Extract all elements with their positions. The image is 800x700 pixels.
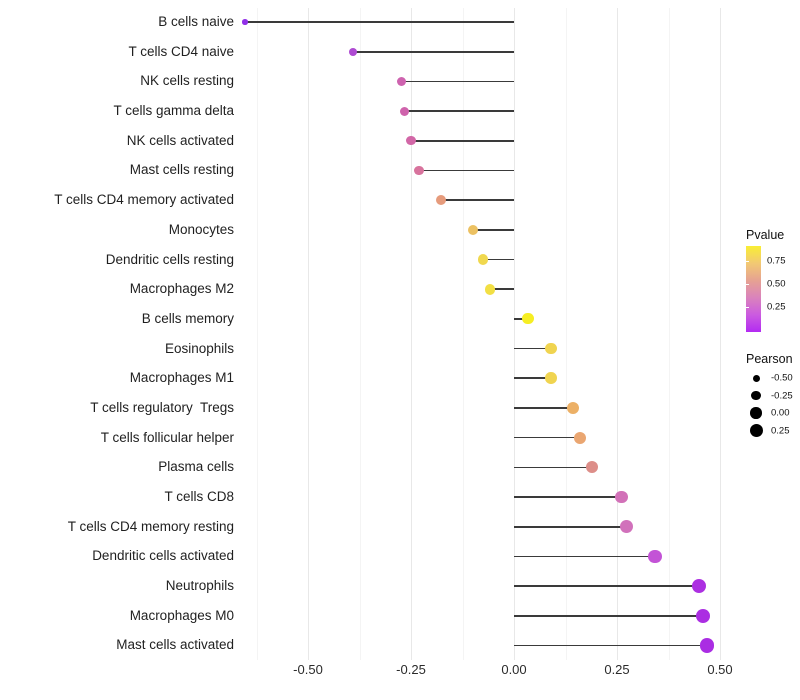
- lollipop-dot: [397, 76, 407, 86]
- category-label: Dendritic cells activated: [92, 548, 234, 564]
- lollipop-segment: [441, 199, 514, 201]
- lollipop-dot: [691, 579, 706, 594]
- category-label: Dendritic cells resting: [105, 251, 234, 267]
- lollipop-segment: [472, 228, 514, 231]
- pearson-legend-label: 0.25: [771, 425, 790, 436]
- lollipop-dot: [619, 520, 633, 534]
- lollipop-segment: [514, 347, 552, 350]
- category-label: Plasma cells: [158, 459, 234, 475]
- lollipop-dot: [648, 549, 662, 564]
- pvalue-legend-title: Pvalue: [746, 228, 785, 242]
- lollipop-dot: [699, 638, 714, 653]
- lollipop-dot: [614, 490, 628, 504]
- minor-gridline: [668, 8, 670, 660]
- pvalue-colorbar-label: 0.25: [767, 301, 786, 313]
- lollipop-segment: [514, 466, 593, 469]
- x-axis-tick-label: 0.50: [707, 662, 733, 677]
- pvalue-colorbar-tick: [746, 306, 749, 308]
- lollipop-dot: [400, 106, 410, 116]
- lollipop-segment: [352, 50, 514, 53]
- category-label: T cells follicular helper: [100, 429, 234, 445]
- category-label: T cells CD8: [164, 489, 234, 505]
- pvalue-colorbar-tick: [746, 260, 749, 262]
- lollipop-segment: [404, 110, 514, 112]
- lollipop-segment: [244, 21, 514, 23]
- lollipop-dot: [406, 136, 416, 146]
- minor-gridline: [256, 8, 258, 660]
- lollipop-dot: [467, 224, 478, 235]
- lollipop-segment: [490, 288, 514, 291]
- category-label: Mast cells resting: [129, 162, 234, 178]
- pearson-legend-dot: [749, 424, 763, 437]
- pearson-legend-label: -0.25: [771, 390, 793, 401]
- major-gridline: [720, 8, 721, 660]
- lollipop-segment: [514, 614, 704, 617]
- lollipop-dot: [477, 254, 489, 265]
- pearson-legend-title: Pearson: [746, 352, 793, 366]
- lollipop-dot: [573, 431, 586, 444]
- lollipop-segment: [514, 407, 573, 409]
- category-label: Macrophages M0: [129, 607, 234, 623]
- major-gridline: [411, 8, 412, 660]
- lollipop-dot: [586, 461, 599, 474]
- category-label: Eosinophils: [164, 340, 234, 356]
- lollipop-segment: [514, 436, 580, 439]
- minor-gridline: [462, 8, 464, 660]
- category-label: NK cells activated: [126, 132, 234, 148]
- pvalue-colorbar-label: 0.50: [767, 278, 786, 290]
- category-label: Neutrophils: [165, 578, 234, 594]
- category-label: T cells CD4 memory activated: [54, 192, 234, 208]
- lollipop-segment: [514, 377, 552, 380]
- lollipop-dot: [545, 342, 557, 355]
- lollipop-segment: [514, 644, 707, 647]
- category-label: Monocytes: [168, 221, 234, 237]
- x-axis-tick-label: -0.50: [293, 662, 323, 677]
- major-gridline: [617, 8, 618, 660]
- category-label: B cells memory: [141, 310, 234, 326]
- lollipop-segment: [418, 169, 514, 172]
- category-label: Mast cells activated: [116, 637, 234, 653]
- lollipop-dot: [348, 47, 358, 56]
- category-label: T cells gamma delta: [113, 103, 234, 119]
- lollipop-dot: [566, 401, 579, 414]
- pearson-legend-label: 0.00: [771, 407, 790, 419]
- lollipop-segment: [483, 258, 514, 261]
- lollipop-segment: [514, 585, 699, 587]
- lollipop-dot: [522, 313, 534, 325]
- x-axis-tick-label: 0.00: [501, 662, 527, 677]
- category-label: T cells regulatory Tregs: [90, 399, 234, 415]
- x-axis-tick-label: 0.25: [604, 662, 630, 677]
- category-label: Macrophages M1: [129, 370, 234, 386]
- minor-gridline: [359, 8, 361, 660]
- pvalue-colorbar-tick: [746, 284, 749, 285]
- lollipop-segment: [514, 525, 627, 528]
- lollipop-segment: [411, 139, 514, 142]
- pvalue-colorbar: [746, 246, 761, 332]
- pearson-legend-dot: [750, 407, 762, 419]
- lollipop-segment: [514, 555, 655, 558]
- lollipop-dot: [242, 19, 248, 25]
- category-label: Macrophages M2: [129, 281, 234, 297]
- pearson-legend-dot: [751, 390, 761, 401]
- pearson-legend-dot: [752, 374, 760, 382]
- lollipop-dot: [696, 608, 711, 623]
- category-label: NK cells resting: [140, 73, 234, 89]
- pearson-legend-label: -0.50: [771, 372, 793, 384]
- major-gridline: [514, 8, 515, 660]
- lollipop-dot: [436, 195, 447, 206]
- lollipop-segment: [514, 318, 528, 320]
- category-label: T cells CD4 memory resting: [67, 518, 234, 534]
- lollipop-segment: [401, 80, 514, 83]
- minor-gridline: [565, 8, 567, 660]
- major-gridline: [308, 8, 309, 660]
- category-label: T cells CD4 naive: [128, 43, 234, 59]
- lollipop-segment: [514, 496, 622, 498]
- lollipop-dot: [484, 283, 496, 295]
- x-axis-tick-label: -0.25: [396, 662, 426, 677]
- pvalue-colorbar-label: 0.75: [767, 255, 786, 267]
- category-label: B cells naive: [158, 14, 234, 29]
- lollipop-dot: [545, 372, 557, 385]
- lollipop-dot: [414, 165, 424, 176]
